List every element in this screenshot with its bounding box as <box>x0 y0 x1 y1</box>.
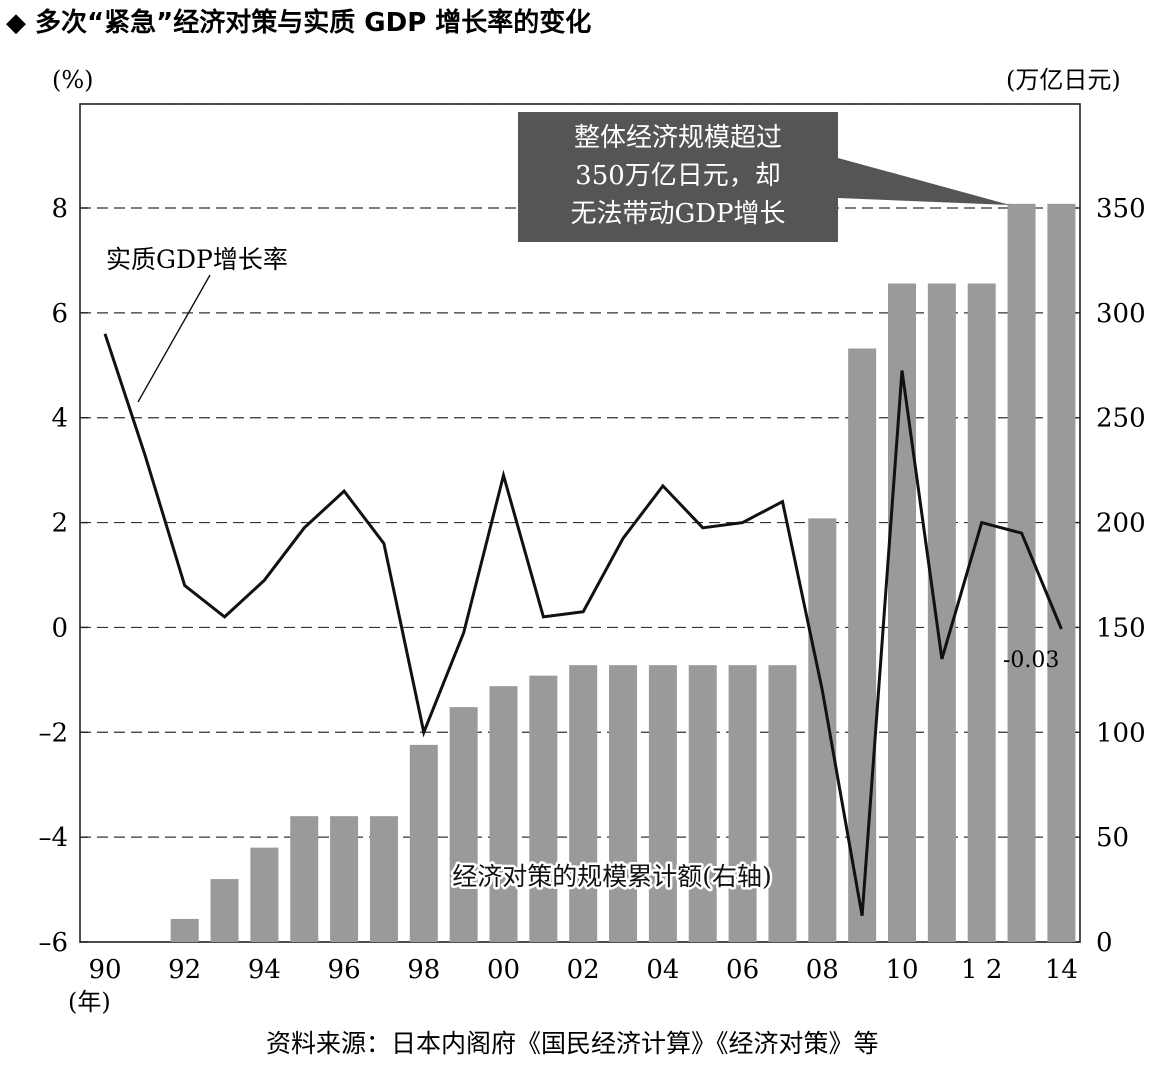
last-value-label: -0.03 <box>1003 648 1059 673</box>
bar <box>648 665 677 942</box>
x-tick-label: 92 <box>168 955 201 985</box>
bar <box>888 283 916 942</box>
right-tick-label: 50 <box>1096 823 1129 853</box>
source-note: 资料来源：日本内阁府《国民经济计算》《经济对策》等 <box>266 1029 879 1058</box>
x-tick-label: 10 <box>885 955 918 985</box>
annotation-callout: 整体经济规模超过 350万亿日元，却 无法带动GDP增长 <box>518 112 1010 242</box>
bar <box>210 879 239 942</box>
x-tick-label: 1 2 <box>961 955 1002 985</box>
left-tick-label: 0 <box>51 613 68 643</box>
chart-title: ◆ 多次“紧急”经济对策与实质 GDP 增长率的变化 <box>6 7 591 38</box>
left-axis-unit: (%) <box>52 66 94 94</box>
bar <box>170 918 199 942</box>
right-tick-label: 150 <box>1096 613 1146 643</box>
gdp-growth-line <box>103 333 1063 917</box>
bar <box>967 283 996 942</box>
right-tick-label: 100 <box>1096 718 1146 748</box>
x-tick-label: 00 <box>487 955 520 985</box>
right-tick-label: 250 <box>1096 404 1146 434</box>
right-tick-label: 0 <box>1096 928 1113 958</box>
bar <box>489 686 518 942</box>
bar <box>1007 203 1036 942</box>
bar <box>250 847 279 942</box>
right-axis-unit: (万亿日元) <box>1006 66 1121 94</box>
left-tick-label: –6 <box>38 928 68 958</box>
bar <box>569 665 598 942</box>
bar <box>330 816 359 942</box>
right-tick-label: 200 <box>1096 509 1146 539</box>
bar <box>369 816 398 942</box>
x-tick-label: 94 <box>248 955 281 985</box>
bar <box>688 665 717 942</box>
bar <box>1047 203 1076 942</box>
left-tick-label: –4 <box>38 823 68 853</box>
x-tick-label: 90 <box>88 955 121 985</box>
bar <box>409 744 438 942</box>
bar <box>290 816 319 942</box>
x-axis-unit: (年) <box>68 988 111 1016</box>
bar-series-label: 经济对策的规模累计额(右轴) <box>452 862 772 891</box>
callout-line-1: 整体经济规模超过 <box>574 123 782 153</box>
line-series-label: 实质GDP增长率 <box>106 245 288 274</box>
bar <box>449 707 478 942</box>
right-axis-ticks: 350 300 250 200 150 100 50 0 <box>1072 194 1146 958</box>
left-tick-label: 8 <box>51 194 68 224</box>
bar <box>808 518 837 942</box>
right-tick-label: 350 <box>1096 194 1146 224</box>
left-tick-label: 4 <box>51 404 68 434</box>
bar-series <box>170 203 1076 943</box>
x-tick-label: 14 <box>1045 955 1078 985</box>
x-tick-label: 06 <box>726 955 759 985</box>
line-series-leader <box>137 274 211 403</box>
left-tick-label: 2 <box>51 509 68 539</box>
right-tick-label: 300 <box>1096 299 1146 329</box>
bar-series-label-halo: 经济对策的规模累计额(右轴) <box>452 862 772 891</box>
x-tick-label: 08 <box>806 955 839 985</box>
bar <box>728 665 757 942</box>
callout-line-2: 350万亿日元，却 <box>575 161 781 191</box>
x-tick-label: 98 <box>407 955 440 985</box>
bar <box>848 348 877 943</box>
left-tick-label: –2 <box>38 718 68 748</box>
bar <box>768 665 797 942</box>
callout-pointer <box>838 158 1010 205</box>
left-tick-label: 6 <box>51 299 68 329</box>
bar <box>927 283 956 942</box>
callout-line-3: 无法带动GDP增长 <box>570 199 785 229</box>
x-tick-label: 02 <box>567 955 600 985</box>
callout-box <box>518 112 838 242</box>
bar <box>609 665 638 942</box>
x-tick-label: 04 <box>646 955 679 985</box>
x-tick-label: 96 <box>328 955 361 985</box>
x-axis-ticks: 90 92 94 96 98 00 02 04 06 08 10 1 2 14 <box>88 955 1077 985</box>
bar <box>529 675 558 942</box>
line-series <box>103 333 1063 917</box>
left-axis-ticks: 8 6 4 2 0 –2 –4 –6 <box>38 194 88 958</box>
